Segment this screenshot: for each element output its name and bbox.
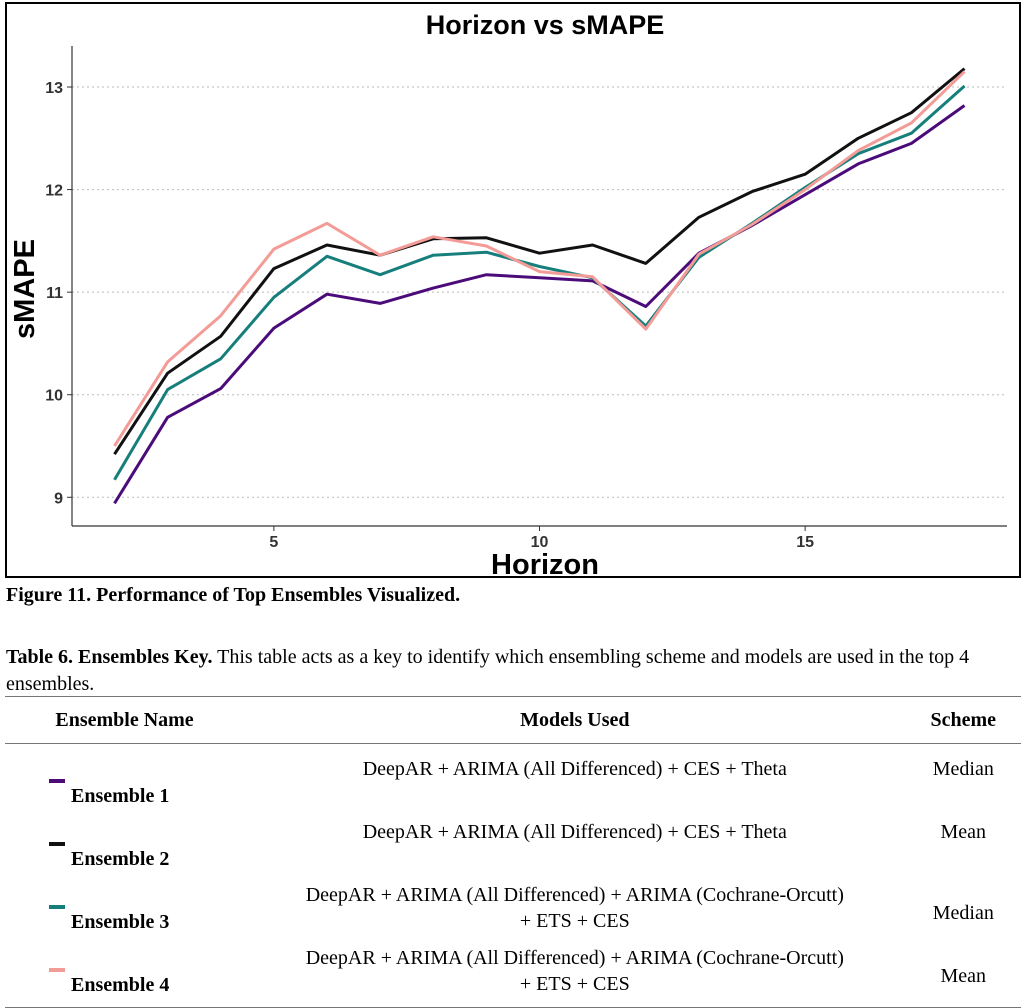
legend-swatch	[49, 967, 65, 972]
legend-swatch	[49, 778, 65, 783]
ensemble-name: Ensemble 2	[71, 847, 170, 870]
table-row: Ensemble 4 DeepAR + ARIMA (All Differenc…	[5, 944, 1021, 1008]
models-line-1: DeepAR + ARIMA (All Differenced) + ARIMA…	[305, 947, 844, 969]
table-caption-text: This table acts as a key to identify whi…	[6, 646, 970, 695]
y-tick-label: 13	[45, 80, 63, 97]
series-line-ensemble-1	[113, 104, 966, 505]
figure-caption: Figure 11. Performance of Top Ensembles …	[6, 584, 461, 606]
models-used-cell: DeepAR + ARIMA (All Differenced) + ARIMA…	[244, 944, 906, 1008]
ensemble-name-cell: Ensemble 3	[5, 881, 244, 944]
scheme-cell: Median	[932, 901, 994, 924]
header-models-used: Models Used	[520, 708, 630, 731]
legend-swatch	[49, 841, 65, 846]
models-line-1: DeepAR + ARIMA (All Differenced) + CES +…	[362, 821, 787, 843]
x-axis-title: Horizon	[491, 549, 599, 576]
y-tick-label: 9	[54, 490, 63, 507]
series-lines	[113, 67, 966, 505]
ensemble-name: Ensemble 3	[71, 910, 170, 933]
header-ensemble-name: Ensemble Name	[55, 708, 194, 731]
y-tick-label: 12	[45, 183, 63, 200]
figure-11-chart: 9 10 11 12 13 5 10 15 Horizon vs sMAPE Horizon …	[5, 2, 1021, 578]
chart-title: Horizon vs sMAPE	[426, 10, 665, 40]
ensemble-name-cell: Ensemble 1	[5, 744, 244, 819]
y-axis-title: sMAPE	[9, 239, 41, 339]
table-row: Ensemble 2 DeepAR + ARIMA (All Differenc…	[5, 818, 1021, 881]
table-row: Ensemble 3 DeepAR + ARIMA (All Differenc…	[5, 881, 1021, 944]
scheme-cell: Mean	[940, 964, 987, 987]
series-line-ensemble-2	[113, 67, 966, 456]
ensemble-name: Ensemble 4	[71, 973, 170, 996]
ensemble-name: Ensemble 1	[71, 784, 170, 807]
models-used-cell: DeepAR + ARIMA (All Differenced) + ARIMA…	[244, 881, 906, 944]
scheme-cell: Mean	[940, 821, 987, 843]
x-tick-label: 5	[269, 534, 278, 551]
table-row: Ensemble 1 DeepAR + ARIMA (All Differenc…	[5, 744, 1021, 819]
ensembles-key-table: Ensemble Name Models Used Scheme Ensembl…	[5, 696, 1021, 1008]
legend-swatch	[49, 904, 65, 909]
y-tick-label: 11	[46, 285, 63, 302]
ensemble-name-cell: Ensemble 4	[5, 944, 244, 1008]
ensemble-name-cell: Ensemble 2	[5, 818, 244, 881]
gridlines	[72, 86, 1007, 498]
models-line-1: DeepAR + ARIMA (All Differenced) + CES +…	[362, 758, 787, 780]
axes	[67, 46, 1007, 531]
tick-labels: 9 10 11 12 13 5 10 15	[45, 80, 814, 551]
series-line-ensemble-4	[113, 70, 966, 447]
models-used-cell: DeepAR + ARIMA (All Differenced) + CES +…	[244, 818, 906, 881]
x-tick-label: 10	[531, 534, 549, 551]
models-line-2: + ETS + CES	[519, 910, 630, 932]
scheme-cell: Median	[932, 758, 994, 780]
table-caption-label: Table 6. Ensembles Key.	[6, 646, 213, 668]
table-caption: Table 6. Ensembles Key. This table acts …	[6, 644, 1022, 698]
models-used-cell: DeepAR + ARIMA (All Differenced) + CES +…	[244, 744, 906, 819]
models-line-2: + ETS + CES	[519, 973, 630, 995]
table-header-row: Ensemble Name Models Used Scheme	[5, 696, 1021, 744]
y-tick-label: 10	[45, 388, 63, 405]
models-line-1: DeepAR + ARIMA (All Differenced) + ARIMA…	[305, 884, 844, 906]
series-line-ensemble-3	[113, 84, 966, 481]
x-tick-label: 15	[796, 534, 814, 551]
header-scheme: Scheme	[930, 708, 997, 731]
